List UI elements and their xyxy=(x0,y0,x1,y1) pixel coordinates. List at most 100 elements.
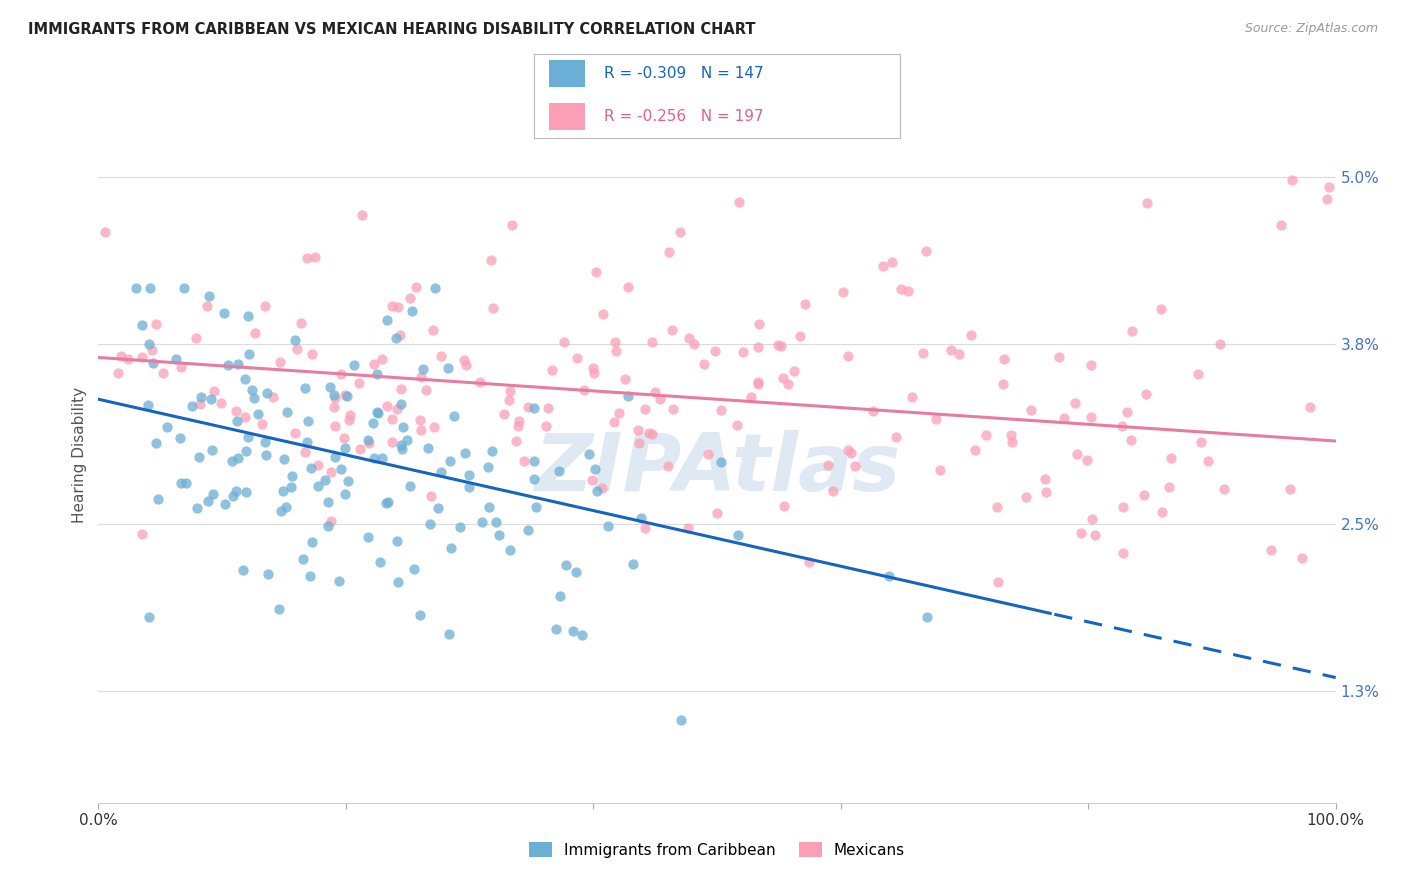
Point xyxy=(412,362,434,376)
Point xyxy=(567,351,589,365)
Point xyxy=(295,252,318,266)
Point xyxy=(273,451,295,466)
Point xyxy=(517,523,540,537)
Point xyxy=(402,562,425,576)
Point xyxy=(585,265,607,279)
Point xyxy=(328,574,350,588)
Point xyxy=(409,369,432,384)
Point xyxy=(181,400,204,414)
Point xyxy=(409,413,432,427)
Point xyxy=(1111,419,1133,434)
Point xyxy=(262,391,284,405)
Point xyxy=(477,500,499,514)
Point xyxy=(1019,402,1042,417)
Point xyxy=(329,367,352,381)
Point xyxy=(316,518,339,533)
Point xyxy=(890,281,912,295)
Point xyxy=(422,420,444,434)
Point xyxy=(782,364,804,378)
Point xyxy=(399,479,422,493)
Point xyxy=(605,343,627,358)
Point xyxy=(485,515,508,529)
Point xyxy=(401,303,423,318)
Point xyxy=(440,541,463,555)
Point xyxy=(658,244,681,259)
Point xyxy=(339,408,361,422)
Point xyxy=(186,500,208,515)
Point xyxy=(523,401,546,415)
Point xyxy=(585,483,607,498)
Point xyxy=(561,624,583,638)
Point xyxy=(409,607,432,622)
Point xyxy=(454,446,477,460)
Point xyxy=(238,347,260,361)
Point xyxy=(837,442,859,457)
Point xyxy=(363,357,385,371)
Point xyxy=(986,500,1008,514)
FancyBboxPatch shape xyxy=(548,61,585,87)
Point xyxy=(256,386,278,401)
Point xyxy=(437,360,460,375)
Point xyxy=(366,405,388,419)
Point xyxy=(581,473,603,487)
Point xyxy=(323,418,346,433)
Point xyxy=(343,358,366,372)
Point xyxy=(209,396,232,410)
Point xyxy=(1035,485,1057,500)
Point xyxy=(537,401,560,415)
Point xyxy=(1133,488,1156,502)
Point xyxy=(295,435,318,450)
Point xyxy=(366,368,388,382)
Point xyxy=(697,447,720,461)
Point xyxy=(319,465,342,479)
Point xyxy=(131,527,153,541)
Point xyxy=(387,574,409,589)
Point xyxy=(523,472,546,486)
Point xyxy=(243,326,266,341)
Point xyxy=(897,284,920,298)
Point xyxy=(582,360,605,375)
Point xyxy=(385,534,408,549)
Point xyxy=(976,427,998,442)
Point xyxy=(963,442,986,457)
Point xyxy=(420,489,443,503)
Point xyxy=(634,520,657,534)
Point xyxy=(429,465,451,479)
Point xyxy=(347,376,370,390)
Point xyxy=(1152,505,1174,519)
Point xyxy=(187,450,209,464)
Point xyxy=(671,713,693,727)
Point xyxy=(363,416,385,430)
Point xyxy=(301,347,323,361)
Point xyxy=(253,300,276,314)
Point xyxy=(605,334,627,349)
Point xyxy=(212,306,235,320)
Point xyxy=(184,330,207,344)
Point xyxy=(419,516,441,531)
Point xyxy=(1076,453,1098,467)
Point xyxy=(901,390,924,404)
Point xyxy=(650,392,672,407)
Point xyxy=(912,345,935,359)
Point xyxy=(443,409,465,423)
Point xyxy=(517,401,540,415)
Point xyxy=(142,356,165,370)
Point xyxy=(948,347,970,361)
Point xyxy=(138,337,160,351)
Point xyxy=(395,434,418,448)
Point xyxy=(583,462,606,476)
Point xyxy=(117,351,139,366)
Point xyxy=(627,423,650,437)
Point xyxy=(225,403,247,417)
Point xyxy=(418,441,440,455)
Point xyxy=(430,349,453,363)
Point xyxy=(250,417,273,431)
Point xyxy=(733,344,755,359)
Point xyxy=(592,307,614,321)
Point xyxy=(1291,551,1313,566)
Point xyxy=(371,351,394,366)
Point xyxy=(297,414,319,428)
Point xyxy=(571,628,593,642)
Point xyxy=(603,415,626,429)
Point xyxy=(1160,451,1182,466)
